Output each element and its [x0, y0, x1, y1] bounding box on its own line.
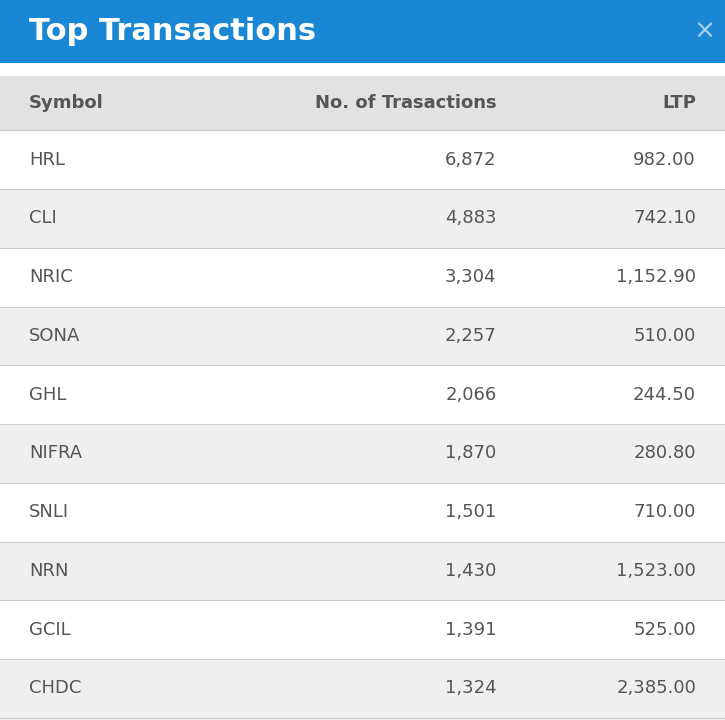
- Text: 1,523.00: 1,523.00: [616, 562, 696, 580]
- Text: HRL: HRL: [29, 150, 65, 168]
- FancyBboxPatch shape: [0, 541, 725, 600]
- Text: 3,304: 3,304: [445, 268, 497, 286]
- Text: 742.10: 742.10: [633, 210, 696, 228]
- Text: 244.50: 244.50: [633, 386, 696, 404]
- Text: NRIC: NRIC: [29, 268, 72, 286]
- Text: 525.00: 525.00: [633, 621, 696, 639]
- Text: LTP: LTP: [662, 94, 696, 112]
- Text: GHL: GHL: [29, 386, 67, 404]
- FancyBboxPatch shape: [0, 76, 725, 130]
- Text: 2,257: 2,257: [445, 327, 497, 345]
- Text: SNLI: SNLI: [29, 503, 69, 521]
- Text: 982.00: 982.00: [634, 150, 696, 168]
- FancyBboxPatch shape: [0, 600, 725, 659]
- Text: ×: ×: [694, 19, 716, 45]
- Text: 280.80: 280.80: [634, 444, 696, 462]
- Text: 1,152.90: 1,152.90: [616, 268, 696, 286]
- FancyBboxPatch shape: [0, 63, 725, 76]
- Text: 1,391: 1,391: [445, 621, 497, 639]
- Text: 4,883: 4,883: [445, 210, 497, 228]
- Text: NIFRA: NIFRA: [29, 444, 82, 462]
- Text: 1,870: 1,870: [445, 444, 497, 462]
- Text: No. of Trasactions: No. of Trasactions: [315, 94, 497, 112]
- Text: Top Transactions: Top Transactions: [29, 17, 316, 46]
- Text: CHDC: CHDC: [29, 680, 81, 698]
- Text: 2,385.00: 2,385.00: [616, 680, 696, 698]
- FancyBboxPatch shape: [0, 248, 725, 307]
- FancyBboxPatch shape: [0, 0, 725, 63]
- Text: 1,430: 1,430: [445, 562, 497, 580]
- Text: 1,324: 1,324: [445, 680, 497, 698]
- Text: SONA: SONA: [29, 327, 80, 345]
- Text: 2,066: 2,066: [445, 386, 497, 404]
- FancyBboxPatch shape: [0, 365, 725, 424]
- Text: CLI: CLI: [29, 210, 57, 228]
- FancyBboxPatch shape: [0, 189, 725, 248]
- FancyBboxPatch shape: [0, 659, 725, 718]
- FancyBboxPatch shape: [0, 483, 725, 541]
- Text: GCIL: GCIL: [29, 621, 70, 639]
- FancyBboxPatch shape: [0, 424, 725, 483]
- Text: 510.00: 510.00: [634, 327, 696, 345]
- Text: 710.00: 710.00: [634, 503, 696, 521]
- Text: NRN: NRN: [29, 562, 68, 580]
- FancyBboxPatch shape: [0, 130, 725, 189]
- Text: 6,872: 6,872: [445, 150, 497, 168]
- Text: 1,501: 1,501: [445, 503, 497, 521]
- Text: Symbol: Symbol: [29, 94, 104, 112]
- FancyBboxPatch shape: [0, 307, 725, 365]
